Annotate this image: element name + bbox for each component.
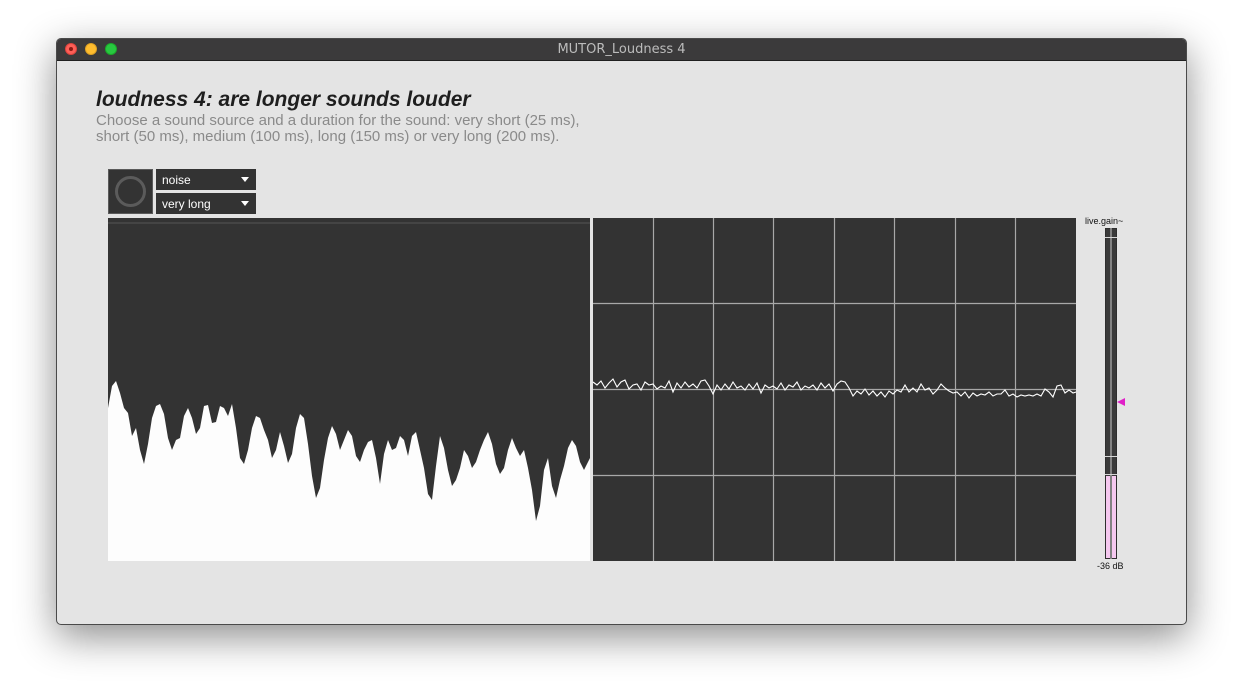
page-title: loudness 4: are longer sounds louder [96,88,471,111]
gain-meter-fill-right [1112,476,1116,558]
chevron-down-icon [241,201,249,206]
envelope-graph [108,222,590,561]
gain-value: -36 dB [1097,561,1124,571]
close-window-icon[interactable] [65,43,77,55]
zoom-window-icon[interactable] [105,43,117,55]
waveform-trace [592,378,1077,399]
gain-meter-fill-left [1106,476,1110,558]
page-description: Choose a sound source and a duration for… [96,113,656,145]
title-bar: MUTOR_Loudness 4 [57,39,1186,61]
envelope-display [108,218,590,561]
description-line-1: Choose a sound source and a duration for… [96,112,580,129]
gain-meter-graph [1105,228,1117,559]
description-line-2: short (50 ms), medium (100 ms), long (15… [96,128,560,145]
waveform-graph [592,218,1077,561]
gain-meter-label: live.gain~ [1085,216,1124,226]
minimize-window-icon[interactable] [85,43,97,55]
duration-menu-value: very long [162,197,211,211]
gain-slider[interactable] [1105,228,1117,559]
window-title: MUTOR_Loudness 4 [557,42,686,57]
ring-icon [115,176,146,207]
app-window: MUTOR_Loudness 4 loudness 4: are longer … [56,38,1187,625]
chevron-down-icon [241,177,249,182]
envelope-fill [108,381,590,561]
duration-menu[interactable]: very long [156,193,256,214]
gain-indicator-icon[interactable] [1115,396,1127,408]
play-button[interactable] [108,169,153,214]
source-menu-value: noise [162,173,191,187]
source-menu[interactable]: noise [156,169,256,190]
waveform-grid [593,218,1076,561]
waveform-display [592,218,1077,561]
